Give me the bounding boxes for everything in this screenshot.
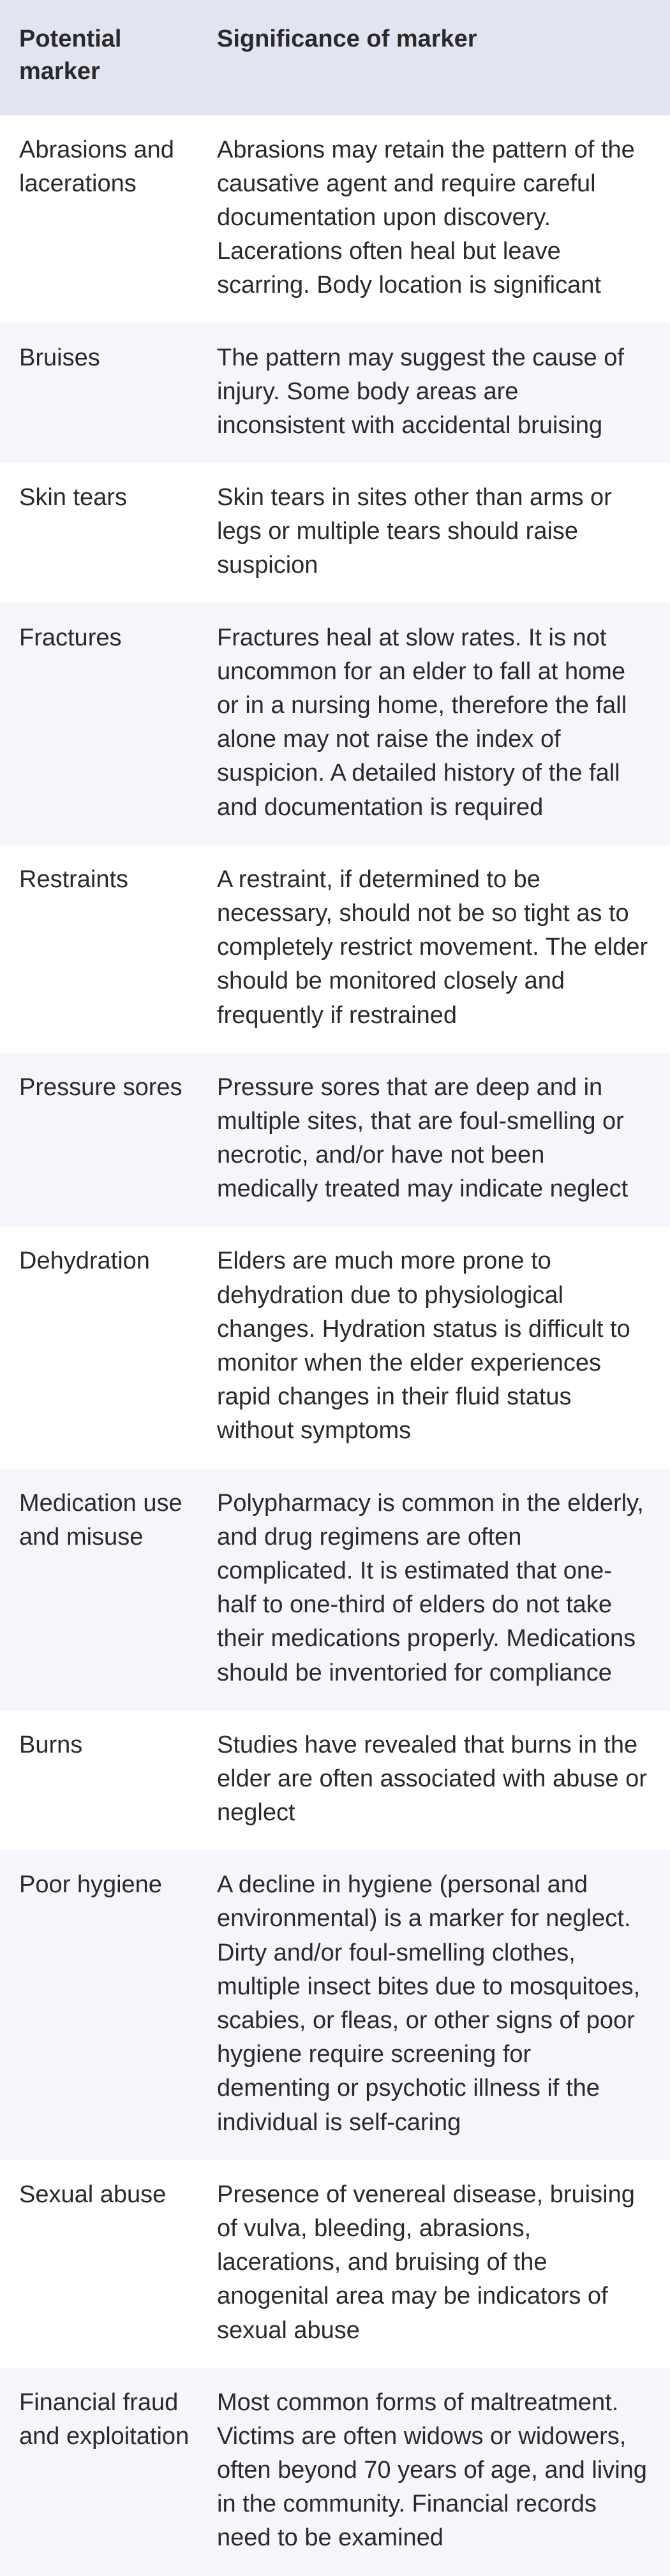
marker-cell: Fractures [19,621,217,825]
table-row: Poor hygiene A decline in hygiene (perso… [0,1850,670,2160]
significance-cell: A restraint, if determined to be necessa… [217,863,651,1033]
table-row: Sexual abuse Presence of venereal diseas… [0,2160,670,2368]
marker-cell: Dehydration [19,1244,217,1448]
table-row: Financial fraud and exploitation Most co… [0,2368,670,2576]
significance-cell: Presence of venereal disease, bruising o… [217,2178,651,2348]
table-row: Skin tears Skin tears in sites other tha… [0,463,670,603]
marker-cell: Pressure sores [19,1071,217,1207]
significance-cell: Polypharmacy is common in the elderly, a… [217,1487,651,1690]
marker-cell: Burns [19,1728,217,1830]
table-row: Burns Studies have revealed that burns i… [0,1711,670,1851]
marker-cell: Financial fraud and exploitation [19,2386,217,2556]
significance-cell: A decline in hygiene (personal and envir… [217,1868,651,2140]
header-significance: Significance of marker [217,23,651,89]
marker-cell: Restraints [19,863,217,1033]
markers-table: Potential marker Significance of marker … [0,0,670,2576]
header-potential-marker: Potential marker [19,23,217,89]
table-row: Pressure sores Pressure sores that are d… [0,1053,670,1227]
significance-cell: Most common forms of maltreatment. Victi… [217,2386,651,2556]
table-row: Fractures Fractures heal at slow rates. … [0,603,670,845]
table-row: Dehydration Elders are much more prone t… [0,1226,670,1468]
marker-cell: Poor hygiene [19,1868,217,2140]
marker-cell: Medication use and misuse [19,1487,217,1690]
significance-cell: Fractures heal at slow rates. It is not … [217,621,651,825]
marker-cell: Abrasions and lacerations [19,133,217,303]
significance-cell: Studies have revealed that burns in the … [217,1728,651,1830]
marker-cell: Skin tears [19,481,217,583]
table-row: Restraints A restraint, if determined to… [0,845,670,1053]
table-row: Bruises The pattern may suggest the caus… [0,323,670,464]
significance-cell: Skin tears in sites other than arms or l… [217,481,651,583]
marker-cell: Sexual abuse [19,2178,217,2348]
table-header-row: Potential marker Significance of marker [0,0,670,115]
significance-cell: Pressure sores that are deep and in mult… [217,1071,651,1207]
significance-cell: Abrasions may retain the pattern of the … [217,133,651,303]
table-row: Medication use and misuse Polypharmacy i… [0,1469,670,1711]
significance-cell: Elders are much more prone to dehydratio… [217,1244,651,1448]
significance-cell: The pattern may suggest the cause of inj… [217,341,651,443]
table-row: Abrasions and lacerations Abrasions may … [0,115,670,323]
marker-cell: Bruises [19,341,217,443]
